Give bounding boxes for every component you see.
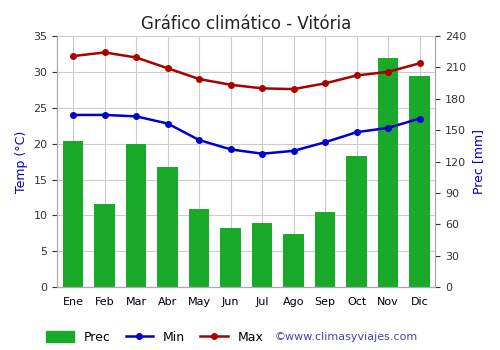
- Bar: [158, 167, 178, 287]
- Bar: [346, 156, 367, 287]
- Text: ©www.climasyviajes.com: ©www.climasyviajes.com: [275, 332, 418, 342]
- Bar: [284, 234, 304, 287]
- Y-axis label: Prec [mm]: Prec [mm]: [472, 129, 485, 194]
- Bar: [94, 203, 115, 287]
- Bar: [252, 223, 272, 287]
- Y-axis label: Temp (°C): Temp (°C): [15, 131, 28, 193]
- Bar: [220, 228, 241, 287]
- Bar: [63, 141, 84, 287]
- Bar: [378, 58, 398, 287]
- Bar: [126, 144, 146, 287]
- Bar: [410, 76, 430, 287]
- Bar: [315, 212, 336, 287]
- Title: Gráfico climático - Vitória: Gráfico climático - Vitória: [142, 15, 352, 33]
- Bar: [189, 209, 210, 287]
- Legend: Prec, Min, Max: Prec, Min, Max: [46, 331, 264, 344]
